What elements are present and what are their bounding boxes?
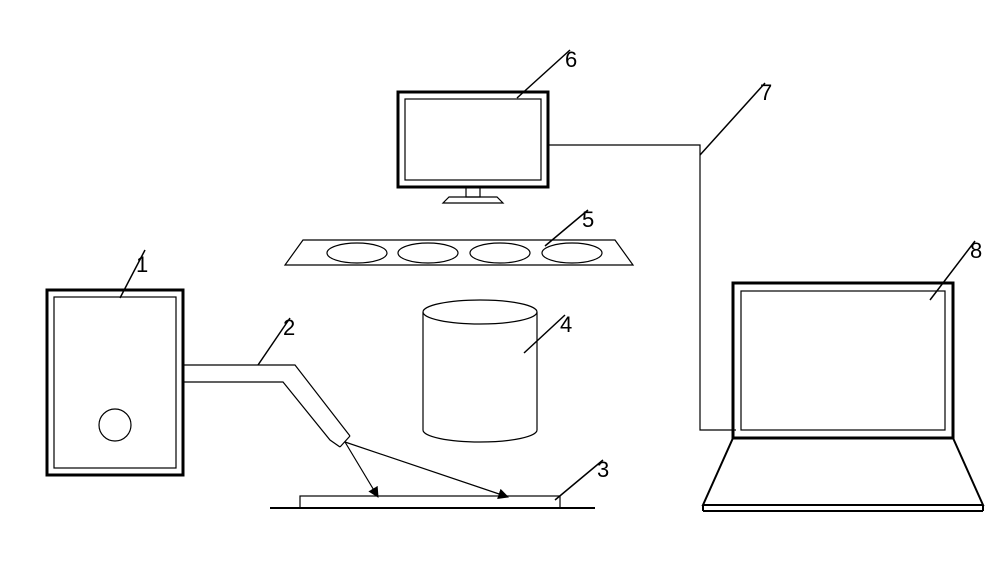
probe-pipe: [183, 365, 350, 447]
light-rays: [345, 442, 508, 497]
data-cable: [548, 145, 736, 430]
callout-6: 6: [517, 47, 577, 98]
sample-tray: [285, 240, 633, 265]
tray-well: [398, 243, 458, 263]
callout-2: 2: [258, 315, 295, 365]
laptop: [703, 283, 983, 511]
callout-label: 7: [760, 80, 772, 105]
callout-label: 4: [560, 312, 572, 337]
cylinder-lens: [423, 300, 537, 442]
monitor: [398, 92, 548, 203]
light-source-knob: [99, 409, 131, 441]
sample-plate: [300, 496, 560, 508]
callout-label: 8: [970, 238, 982, 263]
callout-label: 3: [597, 457, 609, 482]
tray-well: [542, 243, 602, 263]
callout-label: 1: [136, 252, 148, 277]
callout-3: 3: [555, 457, 609, 500]
callout-7: 7: [700, 80, 772, 155]
callout-label: 6: [565, 47, 577, 72]
callout-8: 8: [930, 238, 982, 300]
tray-well: [470, 243, 530, 263]
callout-label: 2: [283, 315, 295, 340]
callout-label: 5: [582, 207, 594, 232]
tray-well: [327, 243, 387, 263]
callout-4: 4: [524, 312, 572, 353]
light-source-box: [47, 290, 183, 475]
